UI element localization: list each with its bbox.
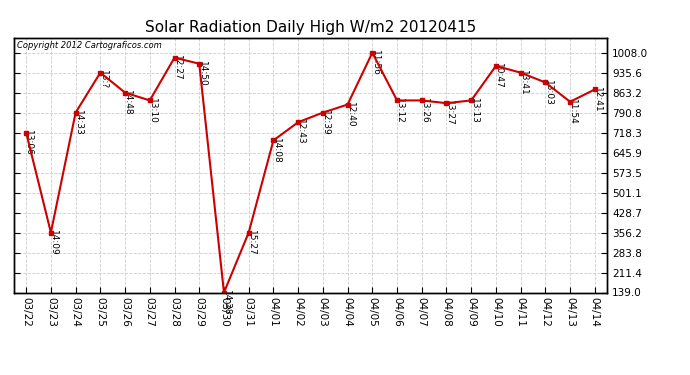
- Text: 12:41: 12:41: [593, 87, 602, 112]
- Text: 13:27: 13:27: [445, 100, 454, 126]
- Text: 13:12: 13:12: [395, 98, 404, 123]
- Text: 11:54: 11:54: [569, 99, 578, 125]
- Text: 12:27: 12:27: [172, 55, 181, 81]
- Text: 11:56: 11:56: [371, 50, 380, 76]
- Text: 12:39: 12:39: [321, 110, 330, 136]
- Text: 13:26: 13:26: [420, 98, 429, 123]
- Text: 15:27: 15:27: [247, 230, 256, 255]
- Text: Copyright 2012 Cartograficos.com: Copyright 2012 Cartograficos.com: [17, 41, 161, 50]
- Text: 13:03: 13:03: [544, 80, 553, 106]
- Text: 13:41: 13:41: [519, 70, 528, 96]
- Title: Solar Radiation Daily High W/m2 20120415: Solar Radiation Daily High W/m2 20120415: [145, 20, 476, 35]
- Text: 10:47: 10:47: [494, 63, 503, 89]
- Text: 12:43: 12:43: [297, 120, 306, 145]
- Text: 12:40: 12:40: [346, 102, 355, 128]
- Text: 14:09: 14:09: [49, 230, 58, 255]
- Text: 14:28: 14:28: [222, 290, 231, 315]
- Text: 14:50: 14:50: [197, 61, 206, 87]
- Text: 14:33: 14:33: [74, 110, 83, 136]
- Text: 13:10: 13:10: [148, 98, 157, 123]
- Text: 13:?: 13:?: [99, 70, 108, 89]
- Text: 14:48: 14:48: [124, 90, 132, 116]
- Text: 13:13: 13:13: [469, 98, 478, 123]
- Text: 14:08: 14:08: [272, 138, 281, 164]
- Text: 13:06: 13:06: [24, 130, 33, 156]
